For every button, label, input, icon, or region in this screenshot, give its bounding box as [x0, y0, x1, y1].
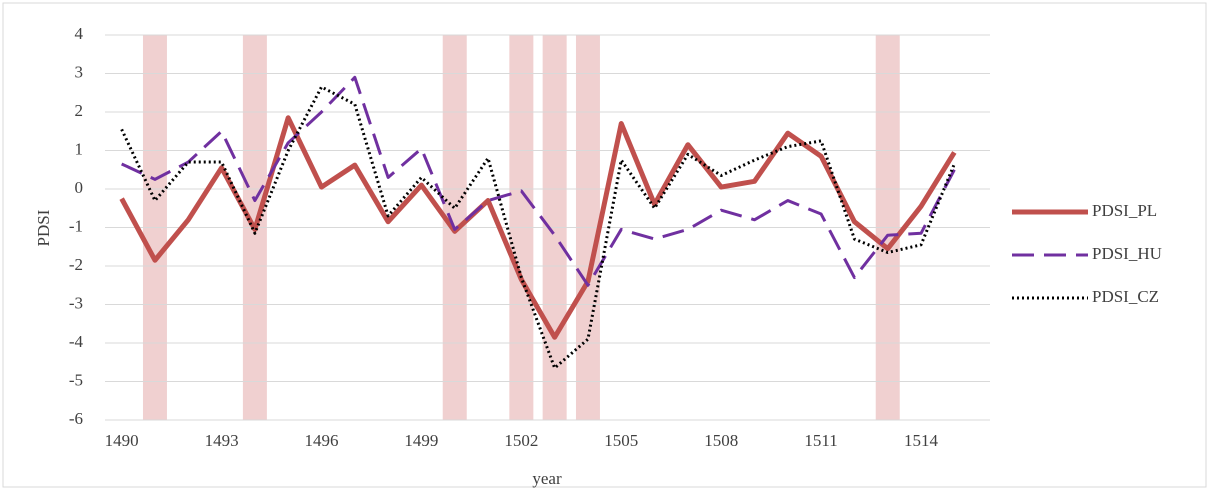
- x-axis-label: year: [532, 469, 562, 488]
- y-tick-label: -6: [69, 409, 83, 428]
- y-tick-label: 0: [75, 178, 84, 197]
- y-tick-label: 1: [75, 139, 84, 158]
- legend-label: PDSI_PL: [1092, 201, 1157, 220]
- x-tick-label: 1490: [105, 431, 139, 450]
- legend-label: PDSI_HU: [1092, 244, 1162, 263]
- x-tick-label: 1493: [205, 431, 239, 450]
- y-axis-label: PDSI: [34, 209, 53, 246]
- x-tick-label: 1502: [504, 431, 538, 450]
- x-tick-label: 1508: [704, 431, 738, 450]
- x-tick-label: 1514: [904, 431, 939, 450]
- y-tick-label: 4: [75, 24, 84, 43]
- series-line: [120, 85, 956, 370]
- y-tick-label: 2: [75, 101, 84, 120]
- chart-frame: [2, 2, 1207, 488]
- y-tick-label: 3: [75, 62, 84, 81]
- x-tick-label: 1499: [404, 431, 438, 450]
- x-tick-label: 1511: [804, 431, 837, 450]
- y-tick-label: -2: [69, 255, 83, 274]
- x-tick-label: 1505: [604, 431, 638, 450]
- series-line: [121, 75, 956, 287]
- y-tick-label: -4: [69, 332, 84, 351]
- y-tick-label: -1: [69, 216, 83, 235]
- y-tick-label: -3: [69, 293, 83, 312]
- legend-label: PDSI_CZ: [1092, 287, 1159, 306]
- y-tick-label: -5: [69, 370, 83, 389]
- x-tick-label: 1496: [305, 431, 339, 450]
- series-line: [119, 115, 957, 340]
